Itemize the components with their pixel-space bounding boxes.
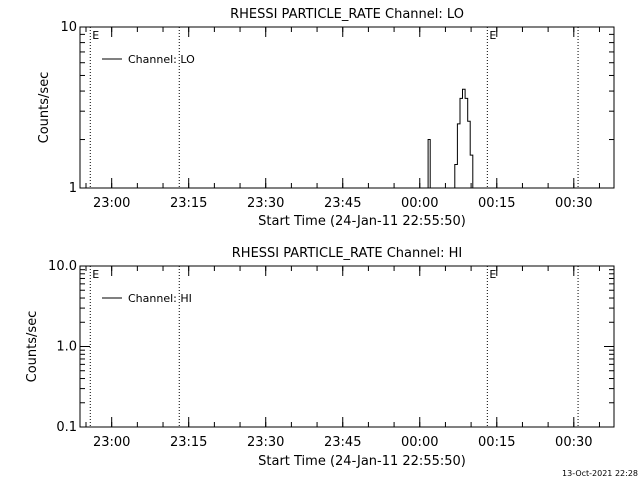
x-tick-label: 00:30 xyxy=(555,435,592,450)
x-tick-label: 00:15 xyxy=(478,196,515,211)
y-tick-label: 1 xyxy=(69,181,77,196)
y-tick-label: 0.1 xyxy=(56,420,77,435)
x-tick-label: 00:30 xyxy=(555,196,592,211)
event-marker-label: E xyxy=(489,29,496,42)
chart-title: RHESSI PARTICLE_RATE Channel: LO xyxy=(230,7,464,22)
x-tick-label: 00:00 xyxy=(401,435,438,450)
x-tick-label: 23:15 xyxy=(170,435,207,450)
x-tick-label: 23:30 xyxy=(247,196,284,211)
event-marker-label: E xyxy=(489,268,496,281)
y-tick-label: 10.0 xyxy=(48,259,77,274)
x-tick-label: 00:00 xyxy=(401,196,438,211)
y-tick-label: 1.0 xyxy=(56,340,77,355)
footer-timestamp: 13-Oct-2021 22:28 xyxy=(562,469,638,478)
x-axis-label: Start Time (24-Jan-11 22:55:50) xyxy=(258,454,466,469)
legend-label: Channel: HI xyxy=(128,292,192,305)
series-line xyxy=(80,88,614,189)
x-tick-label: 00:15 xyxy=(478,435,515,450)
x-tick-label: 23:15 xyxy=(170,196,207,211)
x-tick-label: 23:45 xyxy=(324,196,361,211)
x-tick-label: 23:00 xyxy=(93,196,130,211)
event-marker-label: E xyxy=(92,268,99,281)
plot-frame xyxy=(79,265,615,428)
chart-title: RHESSI PARTICLE_RATE Channel: HI xyxy=(232,246,462,261)
x-tick-label: 23:30 xyxy=(247,435,284,450)
plot-frame xyxy=(79,26,615,189)
y-tick-label: 10 xyxy=(60,20,77,35)
x-tick-label: 23:00 xyxy=(93,435,130,450)
y-axis-label: Counts/sec xyxy=(37,72,52,144)
y-axis-label: Counts/sec xyxy=(25,311,40,383)
event-marker-label: E xyxy=(92,29,99,42)
x-axis-label: Start Time (24-Jan-11 22:55:50) xyxy=(258,214,466,229)
legend-label: Channel: LO xyxy=(128,53,195,66)
x-tick-label: 23:45 xyxy=(324,435,361,450)
